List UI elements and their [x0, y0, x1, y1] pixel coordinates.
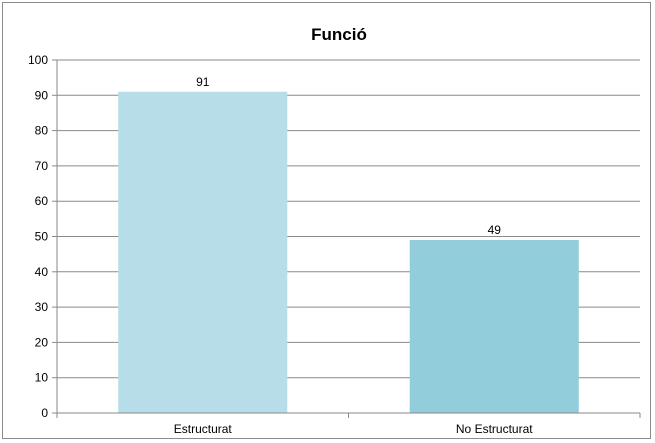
y-tick-label: 60 [35, 194, 49, 208]
y-tick-label: 70 [35, 159, 49, 173]
y-tick-label: 40 [35, 265, 49, 279]
x-axis: Estructurat No Estructurat [56, 412, 641, 436]
bars [118, 91, 579, 414]
y-tick-label: 30 [35, 300, 49, 314]
y-tick-label: 90 [35, 88, 49, 102]
bar-no-estructurat [409, 240, 579, 413]
y-tick-label: 0 [41, 406, 48, 420]
x-tick-label: Estructurat [174, 422, 233, 436]
y-tick-label: 100 [28, 53, 48, 67]
y-axis: 0 10 20 30 40 50 60 70 80 90 100 [28, 53, 58, 420]
x-tick-label: No Estructurat [456, 422, 533, 436]
data-label: 49 [488, 223, 502, 237]
y-tick-label: 10 [35, 371, 49, 385]
data-labels: 91 49 [196, 75, 501, 237]
y-tick-label: 80 [35, 124, 49, 138]
data-label: 91 [196, 75, 210, 89]
y-tick-label: 50 [35, 230, 49, 244]
y-tick-label: 20 [35, 335, 49, 349]
chart-title: Funció [311, 25, 367, 44]
bar-estructurat [118, 91, 288, 414]
